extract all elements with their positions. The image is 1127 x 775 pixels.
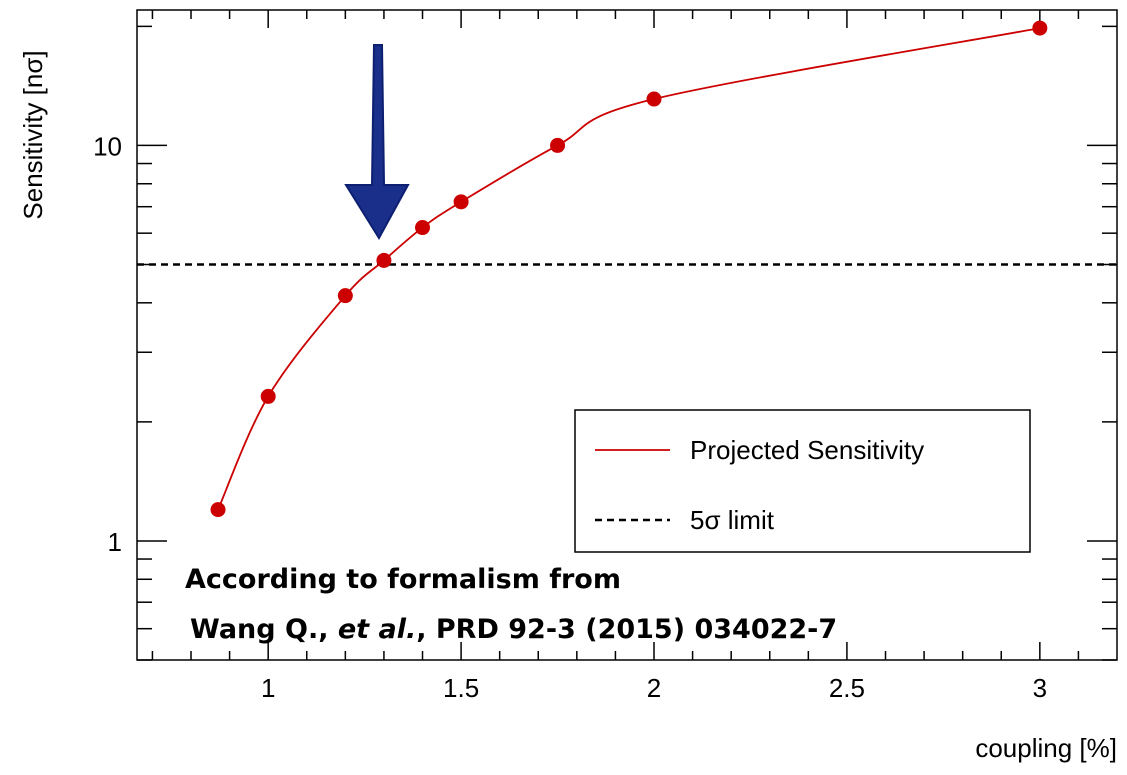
y-tick-label: 1 (108, 527, 122, 557)
annotation-part: Wang Q., (190, 614, 338, 645)
x-tick-label: 3 (1033, 673, 1047, 703)
hand-drawn-arrow (344, 44, 410, 240)
data-point (415, 220, 431, 236)
data-point (260, 388, 276, 404)
y-tick-label: 10 (93, 131, 122, 161)
data-point (453, 194, 469, 210)
data-point (646, 91, 662, 107)
x-axis-label: coupling [%] (975, 733, 1117, 763)
legend-label: 5σ limit (690, 505, 775, 535)
annotation: Wang Q., et al., PRD 92-3 (2015) 034022-… (190, 614, 837, 645)
data-point (210, 502, 226, 518)
x-tick-label: 2.5 (829, 673, 865, 703)
annotation-part: , PRD 92-3 (2015) 034022-7 (416, 614, 837, 645)
data-point (376, 252, 392, 268)
x-tick-label: 1.5 (443, 673, 479, 703)
y-axis-label: Sensitivity [nσ] (18, 50, 48, 219)
data-point (337, 288, 353, 304)
x-tick-label: 1 (261, 673, 275, 703)
data-point (1032, 20, 1048, 36)
fit-line (217, 27, 1040, 510)
data-point (550, 137, 566, 153)
legend-box (574, 409, 1031, 553)
x-tick-label: 2 (647, 673, 661, 703)
annotation: According to formalism from (185, 564, 621, 595)
legend-label: Projected Sensitivity (690, 435, 924, 465)
plot-frame (136, 9, 1118, 661)
annotation-part: et al. (338, 614, 416, 645)
